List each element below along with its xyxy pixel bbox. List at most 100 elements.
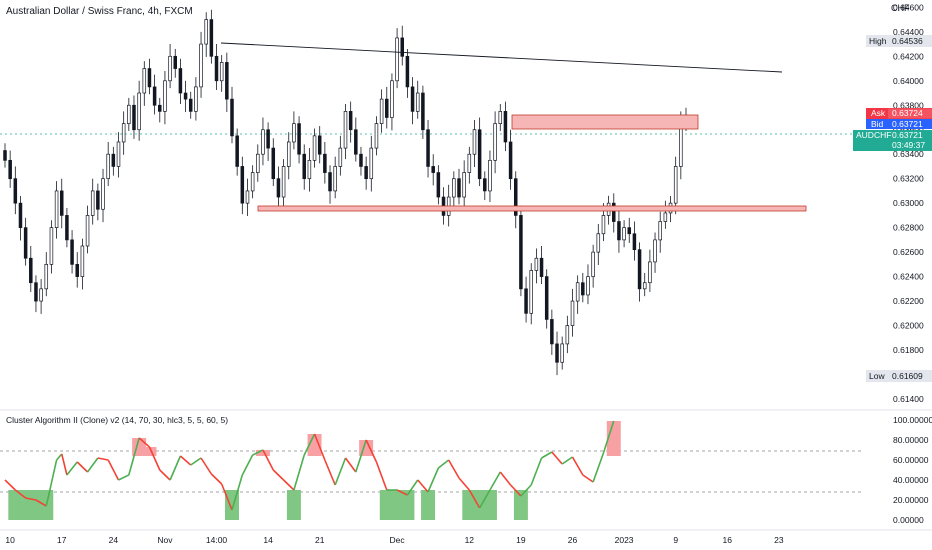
oscillator-segment xyxy=(283,479,295,491)
candle-body xyxy=(75,264,79,277)
last-price-badge: AUDCHF 0.63721 03:49:37 xyxy=(853,130,932,151)
candle-body xyxy=(194,86,198,112)
candle-body xyxy=(467,153,472,173)
candle-body xyxy=(44,264,49,290)
support-zone[interactable] xyxy=(257,205,807,212)
candle-body xyxy=(617,221,621,241)
price-tick-label: 0.62000 xyxy=(893,321,924,331)
time-tick-label: Nov xyxy=(157,535,173,545)
candle-body xyxy=(612,202,616,222)
oscillator-segment xyxy=(406,479,419,496)
candle-body xyxy=(503,111,508,143)
candle-body xyxy=(271,147,276,180)
oscillator-segment xyxy=(107,459,120,481)
low-label: Low xyxy=(869,371,885,381)
candle-body xyxy=(132,104,136,131)
price-tick-label: 0.63400 xyxy=(893,149,924,159)
oscillator-segment xyxy=(541,451,553,459)
candle-body xyxy=(513,178,518,216)
oscillator-segment xyxy=(334,457,347,486)
candle-body xyxy=(483,178,487,192)
oscillator-segment xyxy=(458,477,470,491)
candle-body xyxy=(168,55,172,82)
oscillator-segment xyxy=(45,459,58,507)
candle-body xyxy=(632,233,637,251)
time-axis[interactable]: 10 17 24 Nov 14:00 14 21 Dec 12 19 26 2023 9 16 23 xyxy=(5,535,783,545)
candle-body xyxy=(348,111,353,131)
candle-body xyxy=(338,147,343,167)
candle-body xyxy=(369,147,374,180)
candle-body xyxy=(596,233,601,253)
candle-body xyxy=(49,227,54,265)
indicator-tick-label: 0.00000 xyxy=(893,515,924,525)
resistance-zone[interactable] xyxy=(511,114,699,130)
price-tick-label: 0.63000 xyxy=(893,198,924,208)
candle-body xyxy=(457,178,461,198)
candle-body xyxy=(601,215,606,235)
price-tick-label: 0.64200 xyxy=(893,51,924,61)
price-tick-label: 0.62400 xyxy=(893,272,924,282)
oscillator-segment xyxy=(437,459,450,469)
oscillator-segment xyxy=(231,474,244,511)
price-tick-label: 0.64400 xyxy=(893,27,924,37)
candle-body xyxy=(431,166,435,173)
time-tick-label: 14:00 xyxy=(206,535,228,545)
oscillator-segment xyxy=(118,474,130,481)
candle-body xyxy=(555,343,559,363)
high-badge: High 0.64536 xyxy=(866,35,932,47)
candle-body xyxy=(648,261,652,284)
indicator-tick-label: 40.00000 xyxy=(893,475,929,485)
oscillator-segment xyxy=(200,457,213,475)
indicator-axis[interactable]: 100.00000 80.00000 60.00000 40.00000 20.0000… xyxy=(893,415,932,525)
time-tick-label: 19 xyxy=(516,535,526,545)
oscillator-segment xyxy=(478,489,491,509)
candle-body xyxy=(80,245,85,277)
candle-body xyxy=(586,276,590,296)
candle-body xyxy=(333,166,337,192)
candle-body xyxy=(245,190,250,204)
candle-body xyxy=(426,129,430,167)
candle-body xyxy=(127,104,131,124)
oscillator-segment xyxy=(159,469,171,481)
candle-body xyxy=(90,190,95,216)
chart-title: Australian Dollar / Swiss Franc, 4h, FXC… xyxy=(6,6,193,17)
oscillator-segment xyxy=(210,473,223,485)
candle-body xyxy=(472,129,477,155)
candle-body xyxy=(96,190,100,210)
candle-body xyxy=(147,68,152,88)
oscillator-segment xyxy=(530,457,543,486)
price-tick-label: 0.64000 xyxy=(893,76,924,86)
candle-body xyxy=(524,288,528,314)
oscillator-segment xyxy=(499,471,512,486)
oversold-block xyxy=(421,490,436,520)
candlestick-series xyxy=(3,9,688,376)
candle-body xyxy=(101,178,105,210)
candle-body xyxy=(328,172,332,192)
candle-body xyxy=(137,92,141,131)
candle-body xyxy=(59,190,64,216)
oscillator-segment xyxy=(66,461,78,476)
oversold-block xyxy=(482,490,497,520)
oscillator-segment xyxy=(324,459,336,486)
symbol-label: AUDCHF xyxy=(856,130,891,140)
oscillator-segment xyxy=(14,489,27,499)
trendline[interactable] xyxy=(220,42,783,73)
price-axis[interactable]: 0.64600 0.64400 0.64200 0.64000 0.63800 0.636… xyxy=(893,2,924,404)
price-tick-label: 0.63800 xyxy=(893,100,924,110)
bid-badge: Bid 0.63721 xyxy=(866,119,932,129)
candle-body xyxy=(297,123,301,155)
oscillator-segment xyxy=(4,479,16,491)
time-tick-label: 12 xyxy=(465,535,475,545)
candle-body xyxy=(390,80,394,118)
oscillator-segment xyxy=(489,471,501,491)
candle-body xyxy=(436,172,441,198)
ask-value: 0.63724 xyxy=(892,108,923,118)
candle-body xyxy=(519,215,523,290)
candle-body xyxy=(292,123,296,143)
indicator-tick-label: 100.00000 xyxy=(893,415,932,425)
candle-body xyxy=(410,86,415,112)
candle-body xyxy=(178,68,183,94)
oscillator-segment xyxy=(169,455,182,481)
oscillator-segment xyxy=(86,457,99,473)
